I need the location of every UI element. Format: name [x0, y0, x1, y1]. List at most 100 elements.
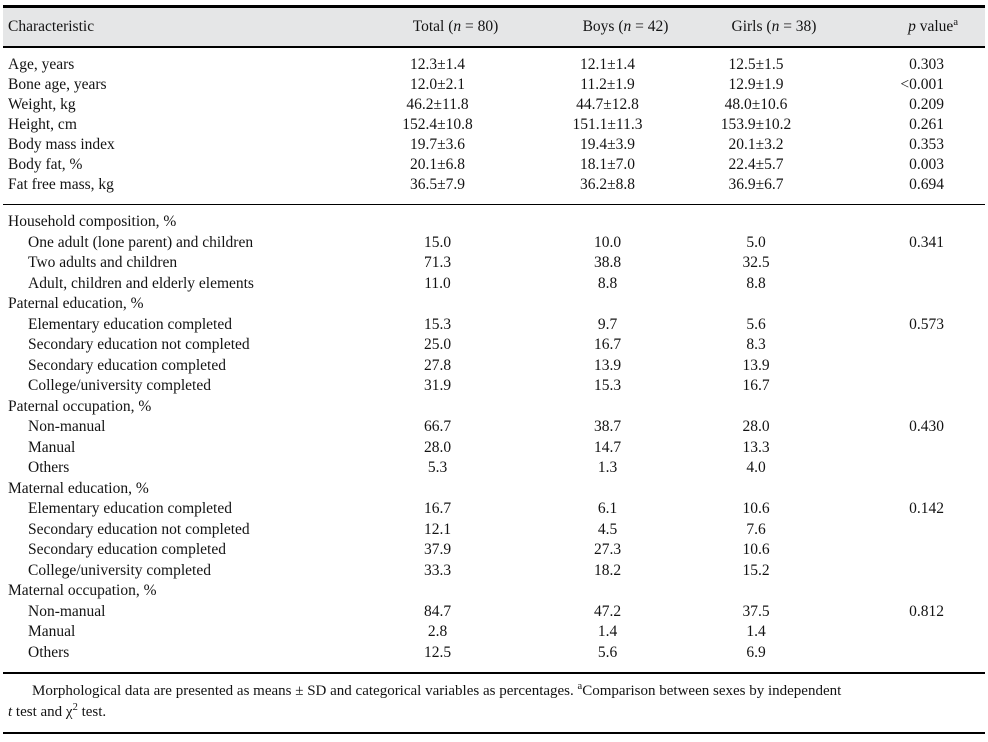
- header-boys: Boys (n = 42): [582, 17, 669, 35]
- section-title-row: Maternal education, %: [3, 479, 985, 500]
- total-value: 36.5±7.9: [409, 175, 465, 193]
- p-value: <0.001: [900, 75, 944, 93]
- row-label: One adult (lone parent) and children: [28, 233, 254, 251]
- row-label: College/university completed: [28, 561, 211, 579]
- girls-value: 37.5: [742, 602, 770, 620]
- boys-value: 47.2: [593, 602, 622, 620]
- boys-value: 151.1±11.3: [572, 115, 643, 133]
- total-value: 12.3±1.4: [409, 55, 465, 73]
- boys-value: 8.8: [597, 274, 618, 292]
- p-value: [812, 356, 985, 377]
- row-label: Two adults and children: [28, 254, 178, 271]
- boys-value: 4.5: [597, 520, 618, 538]
- table-row: Age, years 12.3±1.4 12.1±1.4 12.5±1.5 0.…: [3, 55, 985, 75]
- p-value: [812, 643, 985, 664]
- row-label: Non-manual: [28, 602, 106, 620]
- girls-value: 22.4±5.7: [728, 155, 784, 173]
- boys-value: 13.9: [593, 356, 622, 374]
- total-value: 152.4±10.8: [402, 115, 473, 133]
- p-value: 0.812: [909, 602, 944, 620]
- p-value: [812, 376, 985, 397]
- boys-value: 27.3: [593, 541, 622, 558]
- total-value: 28.0: [423, 438, 452, 456]
- p-value: 0.303: [909, 55, 944, 73]
- header-p-value: p valuea: [908, 16, 958, 35]
- table-row: Others 12.5 5.6 6.9: [3, 643, 985, 664]
- p-value: [812, 458, 985, 479]
- table-row: Secondary education completed 27.8 13.9 …: [3, 356, 985, 377]
- section-title-row: Paternal education, %: [3, 294, 985, 315]
- table-row: Secondary education completed 37.9 27.3 …: [3, 540, 985, 561]
- table-row: Two adults and children 71.3 38.8 32.5: [3, 253, 985, 274]
- paper-table: Characteristic Total (n = 80) Boys (n = …: [3, 0, 985, 734]
- total-value: 46.2±11.8: [406, 95, 469, 113]
- row-label: Weight, kg: [8, 95, 76, 113]
- girls-value: 36.9±6.7: [728, 175, 784, 193]
- boys-value: 38.7: [593, 418, 622, 435]
- boys-value: 9.7: [597, 315, 618, 333]
- p-value: 0.003: [909, 155, 944, 173]
- row-label: Non-manual: [28, 418, 106, 435]
- mid-rule: [3, 203, 985, 205]
- table-row: Height, cm 152.4±10.8 151.1±11.3 153.9±1…: [3, 115, 985, 135]
- total-value: 33.3: [423, 561, 452, 579]
- p-value: [812, 335, 985, 356]
- p-value: 0.430: [909, 418, 944, 435]
- boys-value: 1.4: [597, 623, 618, 640]
- footnote-text: Morphological data are presented as mean…: [8, 680, 842, 720]
- row-label: Height, cm: [8, 115, 77, 133]
- boys-value: 6.1: [597, 500, 618, 517]
- table-row: Fat free mass, kg 36.5±7.9 36.2±8.8 36.9…: [3, 175, 985, 195]
- total-value: 20.1±6.8: [409, 155, 465, 173]
- bottom-rule: [3, 731, 985, 734]
- girls-value: 153.9±10.2: [720, 115, 792, 133]
- row-label: Adult, children and elderly elements: [28, 274, 254, 292]
- boys-value: 15.3: [593, 377, 622, 394]
- footnote: Morphological data are presented as mean…: [3, 681, 985, 723]
- section-title: Household composition, %: [8, 213, 177, 230]
- total-value: 27.8: [423, 356, 452, 374]
- boys-value: 1.3: [597, 459, 618, 476]
- row-label: Secondary education not completed: [28, 336, 250, 353]
- girls-value: 8.8: [746, 274, 766, 292]
- total-value: 11.0: [424, 274, 451, 292]
- section-title: Paternal education, %: [8, 295, 144, 312]
- section-title-row: Paternal occupation, %: [3, 397, 985, 418]
- chi-squared-sup: 2: [72, 701, 78, 713]
- boys-value: 16.7: [593, 336, 622, 353]
- total-value: 37.9: [423, 541, 452, 558]
- p-value: [812, 540, 985, 561]
- categorical-sections: Household composition, % One adult (lone…: [3, 205, 985, 672]
- total-value: 66.7: [423, 418, 452, 435]
- section-title: Maternal education, %: [8, 479, 149, 497]
- p-value: 0.341: [909, 233, 944, 251]
- total-value: 12.1: [423, 520, 452, 538]
- footnote-marker-a: a: [577, 680, 583, 692]
- total-value: 19.7±3.6: [409, 135, 465, 153]
- girls-value: 20.1±3.2: [728, 135, 784, 153]
- girls-value: 12.9±1.9: [728, 75, 784, 93]
- girls-value: 12.5±1.5: [728, 55, 784, 73]
- total-value: 15.0: [423, 233, 452, 251]
- girls-value: 7.6: [746, 520, 766, 538]
- header-characteristic: Characteristic: [8, 17, 95, 35]
- table-row: Body fat, % 20.1±6.8 18.1±7.0 22.4±5.7 0…: [3, 155, 985, 175]
- total-value: 84.7: [423, 602, 452, 620]
- section-title-row: Household composition, %: [3, 212, 985, 233]
- table-row: Manual 2.8 1.4 1.4: [3, 622, 985, 643]
- p-value: 0.261: [909, 115, 944, 133]
- row-label: College/university completed: [28, 377, 211, 394]
- p-value: 0.694: [909, 175, 944, 193]
- boys-value: 12.1±1.4: [579, 55, 635, 73]
- p-value: [812, 561, 985, 582]
- boys-value: 38.8: [593, 254, 622, 271]
- header-girls: Girls (n = 38): [731, 17, 817, 35]
- girls-value: 28.0: [742, 418, 770, 435]
- table-row: Bone age, years 12.0±2.1 11.2±1.9 12.9±1…: [3, 75, 985, 95]
- girls-value: 32.5: [742, 254, 770, 271]
- boys-value: 10.0: [593, 233, 622, 251]
- table-row: Manual 28.0 14.7 13.3: [3, 438, 985, 459]
- top-rule: [3, 5, 985, 8]
- table-row: One adult (lone parent) and children 15.…: [3, 233, 985, 254]
- girls-value: 6.9: [746, 643, 766, 661]
